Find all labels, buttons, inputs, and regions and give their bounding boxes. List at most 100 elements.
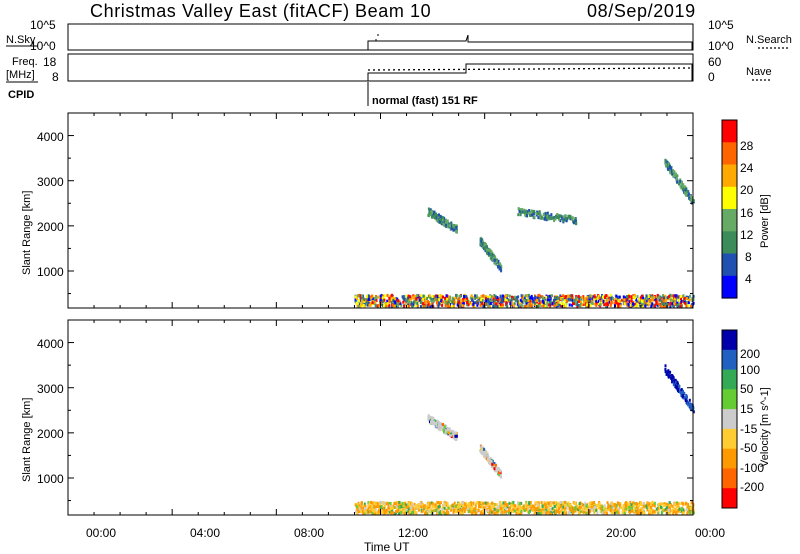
data-cell — [672, 511, 675, 515]
data-cell — [559, 504, 562, 508]
data-cell — [374, 508, 377, 512]
data-cell — [569, 298, 572, 302]
data-cell — [649, 294, 651, 298]
data-cell — [500, 304, 503, 308]
colorbar-segment — [722, 275, 737, 299]
data-cell — [623, 302, 626, 306]
data-cell — [547, 295, 550, 299]
data-cell — [409, 295, 412, 299]
data-cell — [480, 445, 483, 449]
data-cell — [501, 298, 504, 302]
data-cell — [666, 296, 669, 300]
data-cell — [593, 297, 596, 301]
data-cell — [541, 504, 544, 508]
scatter-feature — [479, 444, 503, 479]
data-cell — [534, 295, 537, 299]
data-cell — [370, 500, 372, 504]
data-cell — [526, 214, 528, 218]
data-cell — [571, 303, 574, 307]
data-cell — [448, 222, 451, 226]
data-cell — [423, 305, 426, 308]
data-cell — [679, 295, 682, 298]
data-cell — [669, 509, 672, 513]
data-cell — [671, 375, 674, 379]
data-cell — [368, 510, 371, 514]
data-cell — [433, 505, 436, 509]
data-cell — [571, 217, 574, 221]
data-cell — [573, 302, 576, 306]
data-cell — [653, 296, 656, 300]
data-cell — [567, 294, 570, 298]
data-cell — [414, 510, 417, 514]
data-cell — [375, 511, 378, 515]
data-cell — [413, 502, 416, 506]
data-cell — [447, 295, 450, 299]
data-cell — [497, 505, 500, 509]
data-cell — [366, 508, 369, 512]
data-cell — [611, 503, 614, 507]
data-cell — [383, 303, 386, 307]
data-cell — [444, 220, 447, 224]
data-cell — [671, 172, 674, 175]
data-cell — [589, 304, 592, 308]
data-cell — [668, 506, 671, 510]
power-cbar-tick: 8 — [745, 250, 752, 264]
data-cell — [363, 502, 366, 506]
data-cell — [667, 166, 670, 170]
data-cell — [599, 507, 602, 510]
data-cell — [511, 504, 514, 508]
data-cell — [367, 507, 370, 511]
data-cell — [534, 298, 537, 302]
data-cell — [505, 298, 508, 302]
data-cell — [578, 303, 581, 307]
data-cell — [615, 301, 618, 305]
data-cell — [402, 503, 405, 507]
data-cell — [364, 507, 367, 511]
data-cell — [677, 388, 679, 392]
data-cell — [564, 504, 567, 507]
data-cell — [543, 511, 546, 515]
data-cell — [542, 212, 545, 216]
data-cell — [575, 302, 578, 306]
data-cell — [517, 510, 520, 514]
data-cell — [481, 512, 484, 516]
data-cell — [585, 297, 588, 301]
data-cell — [387, 504, 390, 507]
data-cell — [538, 299, 541, 303]
data-cell — [530, 304, 533, 308]
data-cell — [661, 510, 664, 514]
data-cell — [671, 508, 674, 512]
data-cell — [449, 224, 451, 228]
data-cell — [468, 300, 471, 304]
data-cell — [452, 503, 455, 507]
data-cell — [615, 510, 618, 514]
nsky-label: N.Sky — [6, 34, 36, 46]
data-cell — [537, 501, 540, 505]
data-cell — [681, 391, 684, 395]
xtick-label: 00:00 — [695, 526, 725, 540]
data-cell — [382, 509, 385, 513]
data-cell — [463, 507, 466, 511]
data-cell — [529, 504, 532, 508]
data-cell — [630, 509, 632, 513]
data-cell — [562, 302, 565, 306]
data-cell — [550, 294, 553, 298]
data-cell — [565, 511, 568, 515]
data-cell — [363, 299, 366, 303]
data-cell — [676, 501, 679, 505]
data-cell — [484, 249, 487, 253]
data-cell — [633, 503, 636, 507]
data-cell — [618, 507, 621, 511]
data-cell — [442, 222, 445, 226]
data-cell — [356, 304, 359, 308]
data-cell — [458, 501, 461, 505]
data-cell — [392, 299, 395, 303]
data-cell — [485, 299, 488, 303]
data-cell — [402, 300, 405, 304]
data-cell — [407, 510, 410, 514]
nave-tick-bottom: 0 — [708, 70, 715, 84]
data-cell — [671, 303, 674, 307]
data-cell — [494, 256, 497, 260]
data-cell — [536, 299, 539, 302]
data-cell — [452, 302, 455, 306]
